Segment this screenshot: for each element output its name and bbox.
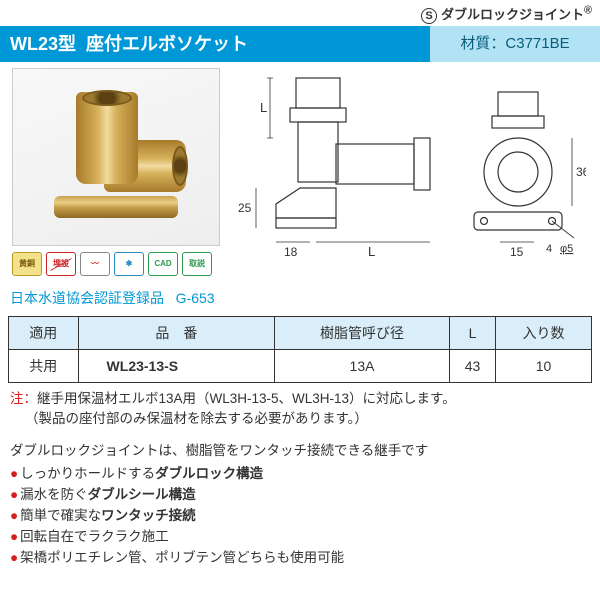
note-line1: 継手用保温材エルボ13A用（WL3H-13-5、WL3H-13）に対応します。 [37,391,456,406]
features-list: しっかりホールドするダブルロック構造 漏水を防ぐダブルシール構造 簡単で確実なワ… [10,464,590,569]
td-use: 共用 [9,349,79,382]
icon-flame: 〰 [80,252,110,276]
icon-row: 黄銅 埋設 〰 ✱ CAD 取説 [12,252,212,276]
technical-drawings: L 25 18 L [236,68,592,274]
icon-no-embed: 埋設 [46,252,76,276]
drawing-svg: L 25 18 L [236,68,586,274]
features-lead: ダブルロックジョイントは、樹脂管をワンタッチ接続できる継手です [10,441,590,462]
svg-text:φ5: φ5 [560,243,573,255]
td-L: 43 [449,349,495,382]
title-bar: WL23型 座付エルボソケット 材質：C3771BE [0,26,600,62]
material-label: 材質： [460,35,505,52]
svg-text:4: 4 [546,243,552,255]
th-L: L [449,316,495,349]
td-dia: 13A [275,349,450,382]
icon-cad: CAD [148,252,178,276]
svg-text:25: 25 [238,201,252,215]
note-line2: （製品の座付部のみ保温材を除去する必要があります。） [25,411,368,426]
svg-text:36: 36 [576,165,586,179]
product-name: 座付エルボソケット [86,34,248,54]
icon-star: ✱ [114,252,144,276]
feature-item: 回転自在でラクラク施工 [10,527,590,548]
feature-item: 漏水を防ぐダブルシール構造 [10,485,590,506]
brand-row: S ダブルロックジョイント® [0,0,600,26]
icon-manual: 取説 [182,252,212,276]
td-qty: 10 [496,349,592,382]
th-qty: 入り数 [496,316,592,349]
table-header-row: 適用 品 番 樹脂管呼び径 L 入り数 [9,316,592,349]
title-right: 材質：C3771BE [430,26,600,62]
table-row: 共用 WL23-13-S 13A 43 10 [9,349,592,382]
brand-mark: S [421,8,437,24]
icon-brass: 黄銅 [12,252,42,276]
th-use: 適用 [9,316,79,349]
feature-item: しっかりホールドするダブルロック構造 [10,464,590,485]
brand-name: ダブルロックジョイント [441,7,584,22]
product-photo [12,68,220,246]
svg-text:18: 18 [284,245,298,259]
brand-reg: ® [584,5,592,17]
spec-table: 適用 品 番 樹脂管呼び径 L 入り数 共用 WL23-13-S 13A 43 … [8,316,592,383]
cert-number: G-653 [176,290,215,306]
svg-text:15: 15 [510,245,524,259]
certification-line: 日本水道協会認証登録品 G-653 [0,282,600,316]
note-label: 注： [10,391,37,406]
brass-elbow-illustration [46,92,186,222]
feature-item: 簡単で確実なワンタッチ接続 [10,506,590,527]
cert-text: 日本水道協会認証登録品 [10,290,164,306]
th-partno: 品 番 [78,316,275,349]
svg-text:L: L [260,100,267,115]
th-dia: 樹脂管呼び径 [275,316,450,349]
feature-item: 架橋ポリエチレン管、ポリブテン管どちらも使用可能 [10,548,590,569]
note-block: 注：継手用保温材エルボ13A用（WL3H-13-5、WL3H-13）に対応します… [0,383,600,434]
model-code: WL23型 [10,34,76,54]
material-value: C3771BE [505,35,569,52]
figure-area: 黄銅 埋設 〰 ✱ CAD 取説 L [0,62,600,282]
title-left: WL23型 座付エルボソケット [0,26,430,62]
features-block: ダブルロックジョイントは、樹脂管をワンタッチ接続できる継手です しっかりホールド… [0,433,600,569]
svg-text:L: L [368,244,375,259]
td-partno: WL23-13-S [78,349,275,382]
